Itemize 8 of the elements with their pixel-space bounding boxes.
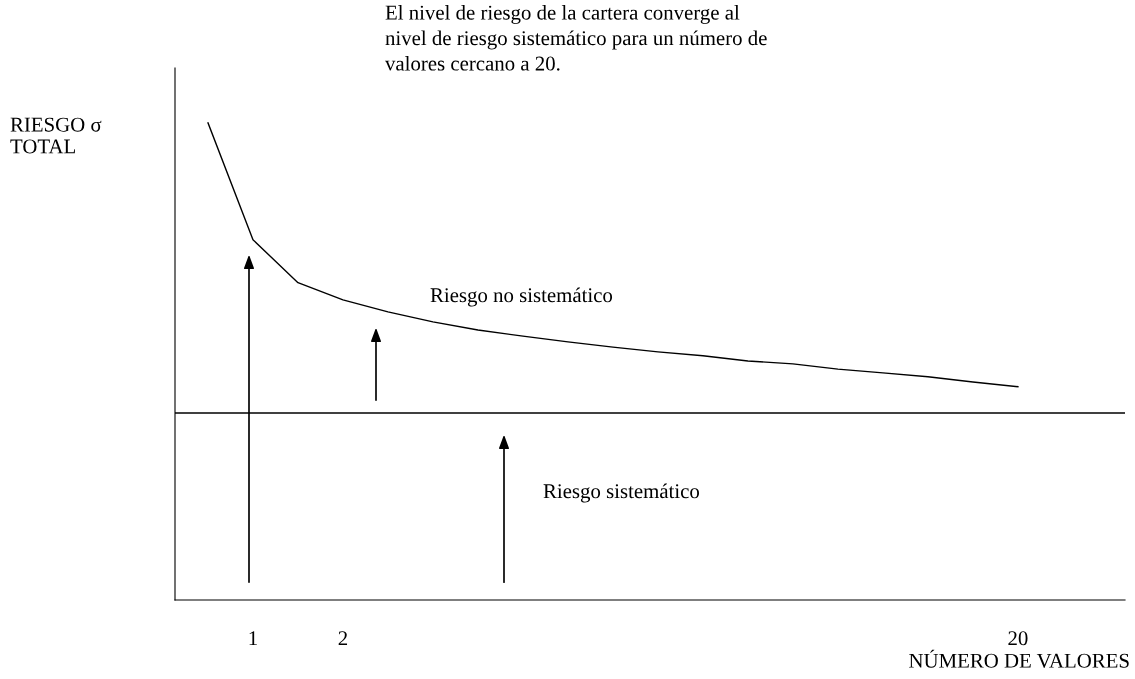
x-tick-label: 20 (1008, 631, 1028, 646)
chart-title: El nivel de riesgo de la cartera converge al nivel de riesgo sistemático para un número de valores cercano a 20. (385, 5, 767, 71)
x-axis-title: NÚMERO DE VALORES (909, 649, 1129, 668)
x-tick-label: 1 (249, 631, 257, 646)
y-axis-title: RIESGO σ TOTAL (10, 117, 102, 154)
annotation: Riesgo no sistemático (430, 287, 613, 307)
x-tick-label: 2 (338, 631, 348, 646)
annotation: Riesgo sistemático (543, 483, 700, 503)
